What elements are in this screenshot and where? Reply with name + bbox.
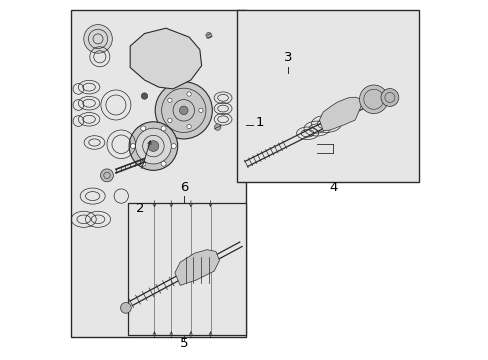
Circle shape: [135, 128, 171, 164]
Polygon shape: [319, 97, 362, 131]
Circle shape: [198, 108, 203, 112]
Circle shape: [186, 125, 191, 129]
Circle shape: [141, 161, 145, 166]
Circle shape: [155, 82, 212, 139]
Bar: [128, 203, 246, 336]
Circle shape: [83, 24, 112, 53]
Circle shape: [101, 169, 113, 182]
Text: 2: 2: [136, 202, 144, 215]
Circle shape: [141, 93, 147, 99]
Circle shape: [121, 302, 131, 313]
Polygon shape: [130, 28, 201, 89]
Circle shape: [205, 32, 211, 38]
Text: 5: 5: [179, 337, 188, 350]
Circle shape: [161, 126, 166, 131]
Circle shape: [179, 106, 188, 114]
Circle shape: [130, 144, 135, 149]
Polygon shape: [175, 249, 219, 285]
Circle shape: [186, 92, 191, 96]
Text: 1: 1: [255, 116, 263, 129]
Circle shape: [214, 124, 221, 130]
Text: 6: 6: [180, 181, 188, 194]
Circle shape: [148, 141, 159, 152]
Circle shape: [380, 89, 398, 107]
Bar: [71, 10, 246, 337]
Circle shape: [129, 122, 177, 170]
Text: 3: 3: [283, 50, 292, 64]
Circle shape: [171, 144, 176, 149]
Circle shape: [141, 126, 145, 131]
Text: 4: 4: [328, 181, 337, 194]
Polygon shape: [237, 10, 418, 182]
Circle shape: [167, 98, 172, 102]
Circle shape: [359, 85, 387, 113]
Circle shape: [167, 118, 172, 122]
Circle shape: [161, 161, 166, 166]
